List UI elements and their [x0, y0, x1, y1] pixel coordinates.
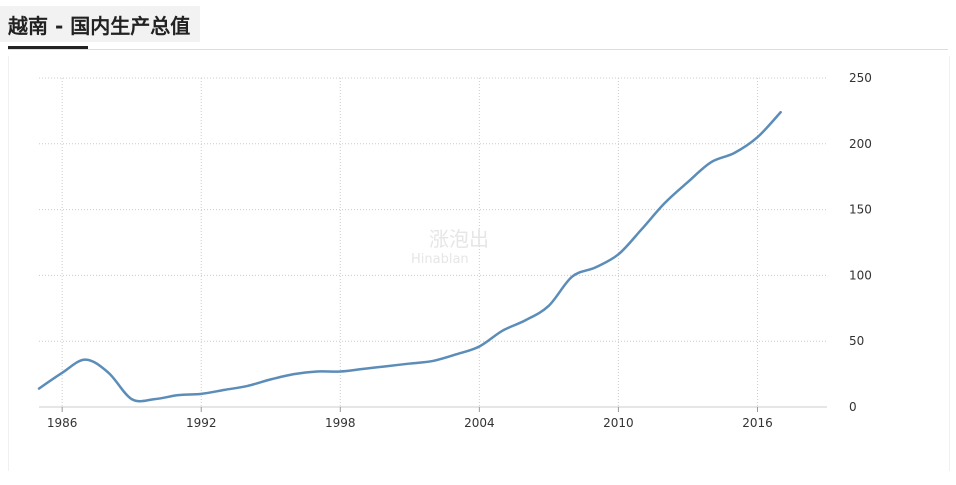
y-tick-label: 50: [849, 334, 864, 348]
data-point-1986[interactable]: [59, 370, 65, 376]
data-point-2015[interactable]: [731, 150, 737, 156]
x-tick-label: 2004: [464, 416, 495, 430]
x-tick-label: 2016: [742, 416, 773, 430]
watermark-line2: Hinablan: [411, 252, 469, 267]
x-tick-label: 2010: [603, 416, 634, 430]
data-point-2006[interactable]: [523, 317, 529, 323]
data-point-2009[interactable]: [592, 265, 598, 271]
data-point-1991[interactable]: [175, 392, 181, 398]
data-point-1993[interactable]: [221, 387, 227, 393]
data-point-1996[interactable]: [291, 371, 297, 377]
data-point-1998[interactable]: [337, 368, 343, 374]
page-title-tab[interactable]: 越南 - 国内生产总值: [0, 6, 201, 42]
y-axis-ticks: 0 50 100 150 200 250: [849, 71, 872, 414]
y-tick-label: 100: [849, 268, 872, 282]
data-point-2012[interactable]: [662, 200, 668, 206]
data-point-2016[interactable]: [754, 134, 760, 140]
y-tick-label: 0: [849, 400, 857, 414]
header-divider: [8, 49, 948, 50]
page-title: 越南 - 国内生产总值: [8, 13, 191, 38]
x-axis-ticks: 1986 1992 1998 2004 2010 2016: [47, 416, 773, 430]
data-point-1994[interactable]: [245, 383, 251, 389]
data-point-2004[interactable]: [476, 343, 482, 349]
data-point-1987[interactable]: [82, 357, 88, 363]
chart-panel: 涨泡出 Hinablan 1986 1992 1998 2004 2010 2016 0 5…: [8, 56, 950, 471]
y-tick-label: 200: [849, 137, 872, 151]
x-tick-label: 1986: [47, 416, 78, 430]
series-line-0: [37, 110, 782, 403]
data-point-2005[interactable]: [500, 328, 506, 334]
gdp-line-chart: 涨泡出 Hinablan 1986 1992 1998 2004 2010 2016 0 5…: [36, 71, 872, 430]
data-point-2017[interactable]: [778, 109, 784, 115]
data-point-2008[interactable]: [569, 274, 575, 280]
data-point-1989[interactable]: [129, 396, 135, 402]
series-layer: [36, 109, 784, 403]
y-tick-label: 250: [849, 71, 872, 85]
data-point-2014[interactable]: [708, 159, 714, 165]
watermark: 涨泡出 Hinablan: [411, 227, 489, 267]
data-point-1999[interactable]: [360, 366, 366, 372]
x-tick-label: 1998: [325, 416, 356, 430]
data-point-1990[interactable]: [152, 396, 158, 402]
data-point-2013[interactable]: [685, 179, 691, 185]
data-point-1995[interactable]: [268, 376, 274, 382]
data-point-2001[interactable]: [407, 361, 413, 367]
active-tab-indicator: [8, 46, 88, 49]
data-point-2010[interactable]: [615, 251, 621, 257]
data-point-2000[interactable]: [384, 363, 390, 369]
data-point-2002[interactable]: [430, 358, 436, 364]
y-tick-label: 150: [849, 203, 872, 217]
watermark-line1: 涨泡出: [429, 227, 489, 251]
data-point-2007[interactable]: [546, 303, 552, 309]
data-point-2011[interactable]: [639, 226, 645, 232]
data-point-1997[interactable]: [314, 368, 320, 374]
data-point-1985[interactable]: [36, 386, 42, 392]
data-point-1988[interactable]: [106, 370, 112, 376]
grid-layer: [39, 77, 827, 412]
data-point-1992[interactable]: [198, 391, 204, 397]
data-point-2003[interactable]: [453, 351, 459, 357]
x-tick-label: 1992: [186, 416, 217, 430]
